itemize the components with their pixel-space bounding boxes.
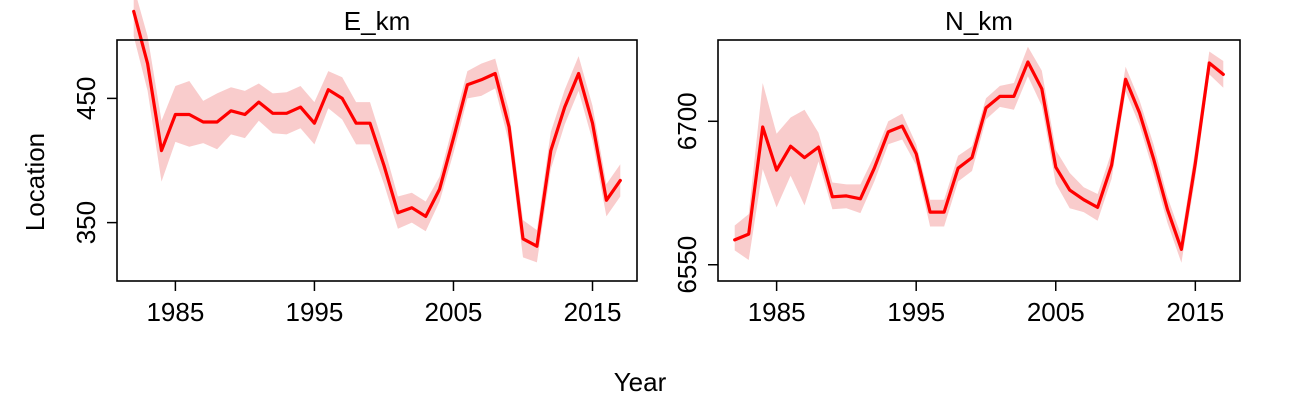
series-line (132, 9, 622, 248)
x-axis: 1985 1995 2005 2015 (146, 281, 621, 327)
x-tick-label: 1995 (887, 297, 945, 327)
confidence-band (133, 0, 621, 263)
y-tick-label: 6700 (672, 92, 702, 150)
x-tick-label: 2015 (1166, 297, 1224, 327)
panel-title: N_km (945, 6, 1013, 36)
panel-n-km: N_km 1985 1995 2005 2015 6550 6700 (672, 6, 1241, 327)
panel-title: E_km (344, 6, 410, 36)
y-tick-label: 350 (71, 201, 101, 244)
x-tick-label: 1985 (748, 297, 806, 327)
y-axis-label: Location (20, 133, 50, 231)
x-axis: 1985 1995 2005 2015 (748, 281, 1224, 327)
confidence-band (734, 46, 1224, 263)
x-tick-label: 2005 (1027, 297, 1085, 327)
x-tick-label: 1985 (146, 297, 204, 327)
y-tick-label: 6550 (672, 236, 702, 294)
y-axis: 6550 6700 (672, 92, 718, 294)
y-tick-label: 450 (71, 77, 101, 120)
plot-frame (717, 39, 1241, 282)
x-tick-label: 1995 (286, 297, 344, 327)
x-tick-label: 2005 (425, 297, 483, 327)
x-axis-label: Year (614, 367, 667, 397)
plot-frame (116, 39, 638, 282)
x-tick-label: 2015 (564, 297, 622, 327)
series-line (733, 60, 1225, 251)
y-axis: 350 450 (71, 77, 117, 244)
panel-e-km: E_km 1985 1995 2005 2015 350 450 (71, 0, 638, 327)
